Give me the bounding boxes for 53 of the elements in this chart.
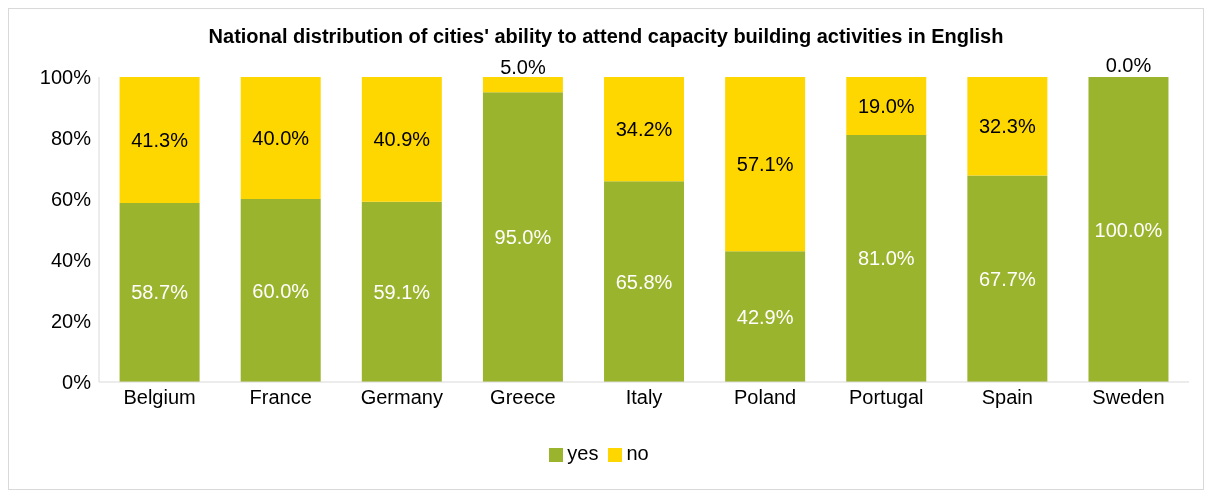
bar (725, 77, 806, 252)
x-tick-label: Sweden (1092, 386, 1165, 409)
bar (604, 77, 685, 182)
chart-title: National distribution of cities' ability to attend capacity building activities in English (207, 24, 1005, 49)
data-label: 60.0% (252, 279, 310, 302)
x-tick-label: Germany (360, 386, 443, 409)
data-label: 0.0% (1105, 54, 1152, 76)
y-tick-label: 80% (50, 127, 92, 150)
bar (119, 77, 200, 203)
data-label: 42.9% (736, 305, 794, 328)
data-label: 40.0% (252, 127, 310, 149)
data-label: 32.3% (979, 115, 1036, 138)
bar (361, 77, 442, 202)
bar (967, 77, 1048, 176)
bar (967, 175, 1048, 382)
x-tick-label: Belgium (123, 386, 196, 409)
bar (240, 199, 321, 382)
data-label: 59.1% (373, 280, 431, 303)
data-label: 19.0% (857, 94, 915, 117)
bar (482, 77, 563, 93)
data-label: 67.7% (979, 267, 1036, 290)
x-tick-label: Portugal (848, 386, 924, 409)
legend-label: no (626, 442, 649, 464)
y-tick-label: 40% (50, 249, 92, 272)
bar (725, 251, 806, 382)
legend-label: yes (567, 442, 599, 464)
y-tick-label: 0% (62, 371, 92, 394)
x-tick-label: Spain (981, 386, 1033, 409)
x-tick-label: Italy (625, 386, 663, 409)
bar (604, 181, 685, 382)
data-label: 34.2% (615, 118, 673, 141)
data-label: 65.8% (615, 270, 673, 293)
x-tick-label: Greece (490, 386, 556, 409)
data-label: 41.3% (131, 128, 189, 151)
bar (846, 134, 927, 382)
y-tick-label: 20% (50, 310, 92, 333)
bar (361, 201, 442, 382)
bar (119, 202, 200, 382)
bar (482, 92, 563, 382)
bar (1088, 77, 1169, 382)
data-label: 58.7% (131, 281, 189, 304)
y-tick-label: 60% (50, 188, 92, 211)
data-label: 40.9% (373, 128, 431, 151)
x-tick-label: Poland (733, 386, 797, 409)
bar (846, 77, 927, 135)
data-label: 95.0% (494, 226, 552, 249)
data-label: 57.1% (736, 153, 794, 176)
data-label: 5.0% (500, 56, 546, 78)
bar (240, 77, 321, 199)
data-label: 100.0% (1094, 218, 1163, 241)
x-tick-label: France (249, 386, 312, 409)
data-label: 81.0% (857, 247, 915, 270)
y-tick-label: 100% (39, 66, 92, 89)
